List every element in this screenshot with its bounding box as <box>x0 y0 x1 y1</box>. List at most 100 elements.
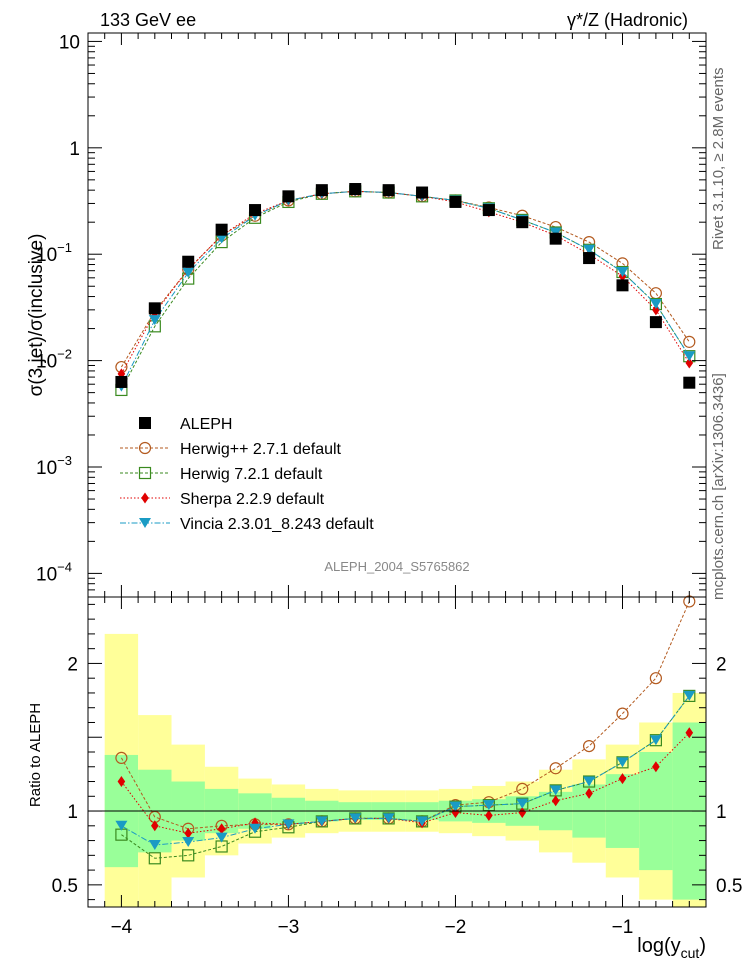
series-point-4 <box>683 351 696 362</box>
x-axis: −4 −3 −2 −1 <box>87 33 707 938</box>
main-frame <box>87 32 707 598</box>
series-point-4 <box>215 233 228 244</box>
data-point <box>249 204 262 217</box>
series-line-3 <box>120 190 690 375</box>
legend-label: Herwig 7.2.1 default <box>180 466 323 483</box>
main-y-axis: 10 1 10−1 10−2 10−3 10−4 <box>36 32 706 598</box>
series-point-1 <box>649 287 662 300</box>
data-point <box>182 255 195 268</box>
ratio-point-4 <box>148 840 161 850</box>
header-right: γ*/Z (Hadronic) <box>567 10 688 30</box>
ratio-line-4 <box>121 695 690 846</box>
data-point <box>382 184 395 197</box>
x-axis-label: log(ycut) <box>637 935 706 961</box>
ratio-point-4 <box>249 823 262 834</box>
rivet-label: Rivet 3.1.10, ≥ 2.8M events <box>710 68 727 251</box>
x-tick-label: −4 <box>111 917 133 938</box>
ratio-point-3 <box>685 727 694 739</box>
x-axis-label-close: ) <box>699 935 706 957</box>
ratio-point-3 <box>618 773 627 785</box>
series-line-4 <box>120 190 690 387</box>
ratio-point-4 <box>215 832 228 843</box>
data-point <box>583 252 596 265</box>
ratio-point-4 <box>349 813 362 824</box>
ratio-ylabel: Ratio to ALEPH <box>27 703 44 807</box>
series-point-4 <box>616 267 629 278</box>
main-plot <box>115 183 696 397</box>
header-left: 133 GeV ee <box>100 10 196 30</box>
y-tick-label: 10−4 <box>36 559 72 585</box>
series-point-4 <box>182 267 195 278</box>
x-axis-label-sub: cut <box>681 945 700 961</box>
main-ylabel: σ(3 jet)/σ(inclusive) <box>26 234 47 397</box>
ratio-point-3 <box>518 807 527 819</box>
legend: ALEPH Herwig++ 2.7.1 default Herwig 7.2.1 … <box>120 416 374 533</box>
ratio-y-tick-label: 1 <box>67 802 78 823</box>
mcplots-label: mcplots.cern.ch [arXiv:1306.3436] <box>710 373 727 600</box>
ratio-y-tick-label: 2 <box>67 654 78 675</box>
ratio-point-1 <box>616 707 629 720</box>
ratio-point-4 <box>482 800 495 811</box>
y-tick-label: 10−3 <box>36 453 72 479</box>
data-point <box>215 223 228 236</box>
ratio-point-4 <box>583 776 596 787</box>
data-point <box>549 232 562 245</box>
ratio-point-1 <box>115 751 128 765</box>
ratio-point-2 <box>148 852 161 865</box>
ratio-y-axis: 0.5 0.5 1 1 2 2 <box>52 603 742 901</box>
analysis-label: ALEPH_2004_S5765862 <box>324 559 469 574</box>
ratio-point-3 <box>652 761 660 773</box>
ratio-y-tick-label: 1 <box>716 802 727 823</box>
ratio-point-4 <box>683 690 696 701</box>
series-point-1 <box>683 335 696 348</box>
legend-label: Herwig++ 2.7.1 default <box>180 441 342 458</box>
ratio-point-4 <box>649 735 662 746</box>
ratio-point-4 <box>616 757 629 768</box>
y-tick-label: 10−1 <box>36 240 72 266</box>
legend-marker <box>141 492 149 504</box>
ratio-point-4 <box>549 785 562 796</box>
legend-label: Sherpa 2.2.9 default <box>180 491 325 508</box>
ratio-point-1 <box>549 762 562 775</box>
data-point <box>115 375 128 388</box>
ratio-point-3 <box>485 809 493 821</box>
x-tick-label: −2 <box>445 917 467 938</box>
ratio-point-3 <box>117 776 126 788</box>
ratio-point-2 <box>582 775 596 788</box>
y-tick-label: 10−2 <box>36 347 72 373</box>
ratio-point-1 <box>582 739 596 753</box>
ratio-point-4 <box>182 837 195 848</box>
x-tick-label: −3 <box>278 917 300 938</box>
ratio-point-2 <box>649 734 662 747</box>
data-point <box>148 302 161 315</box>
legend-marker <box>139 417 151 429</box>
legend-label: Vincia 2.3.01_8.243 default <box>180 516 374 533</box>
ratio-y-tick-label: 0.5 <box>52 876 78 897</box>
ratio-point-4 <box>282 819 295 830</box>
series-point-4 <box>549 227 562 238</box>
x-axis-label-main: log(y <box>637 935 680 957</box>
ratio-point-4 <box>449 801 462 812</box>
data-point <box>315 184 328 197</box>
ratio-line-3 <box>121 732 690 834</box>
y-tick-label: 10 <box>59 32 80 53</box>
y-tick-label: 1 <box>69 139 80 160</box>
data-point <box>616 279 629 292</box>
ratio-uncertainty-bands <box>104 633 706 907</box>
ratio-point-4 <box>315 816 328 827</box>
ratio-point-3 <box>251 817 259 829</box>
series-point-4 <box>148 315 161 326</box>
series-point-4 <box>583 244 596 255</box>
data-point <box>683 376 696 389</box>
data-point <box>516 216 529 229</box>
ratio-point-3 <box>151 820 159 832</box>
ratio-point-4 <box>382 813 395 824</box>
ratio-point-4 <box>516 798 529 809</box>
series-line-1 <box>120 190 690 368</box>
ratio-point-3 <box>451 807 460 819</box>
ratio-point-4 <box>416 816 429 827</box>
ratio-point-3 <box>585 787 593 799</box>
ratio-point-3 <box>217 823 226 835</box>
data-point <box>649 316 662 329</box>
